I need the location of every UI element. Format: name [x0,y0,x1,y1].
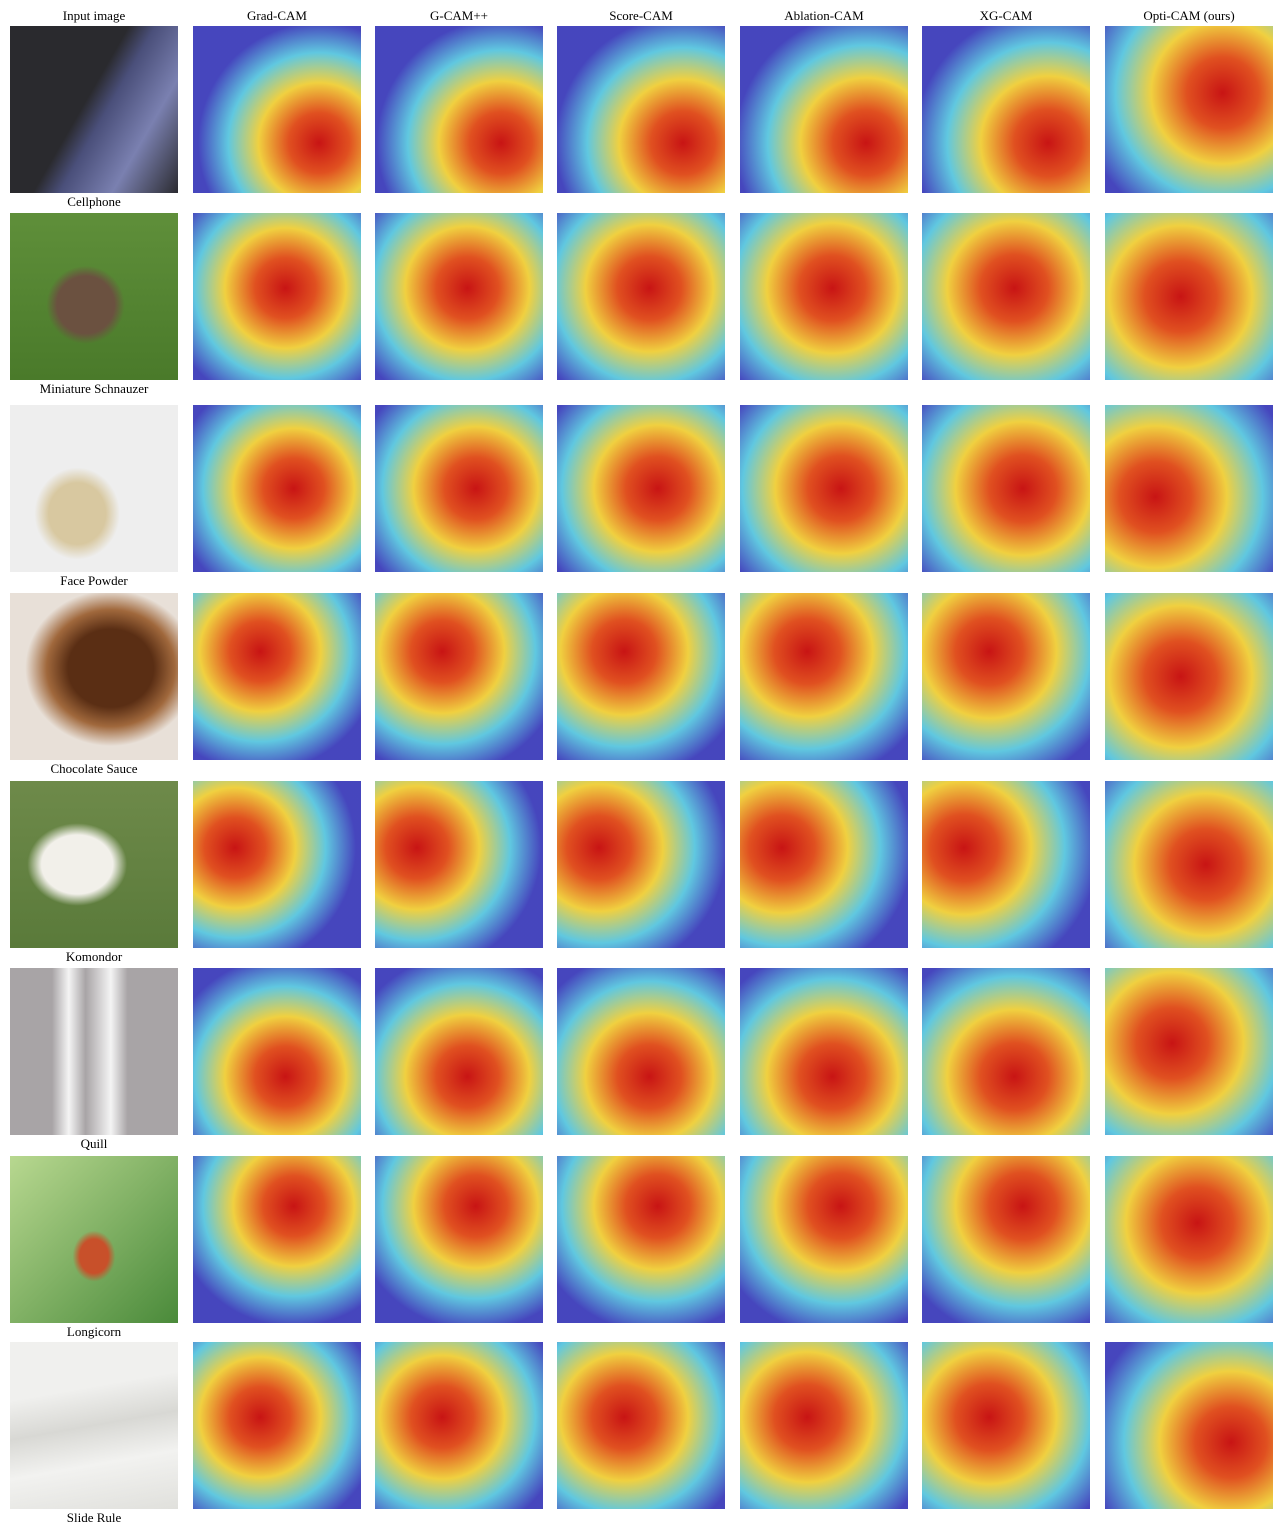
heatmap [922,593,1090,760]
heatmap [740,26,908,193]
heatmap [740,593,908,760]
heatmap [557,213,725,380]
heatmap [922,1342,1090,1509]
column-header: XG-CAM [979,8,1033,23]
heatmap [193,405,361,572]
row-label: Komondor [65,949,123,964]
heatmap [193,781,361,948]
heatmap [922,405,1090,572]
input-image [10,968,178,1135]
row-label: Quill [80,1136,108,1151]
row-label: Cellphone [67,194,121,209]
row-label: Chocolate Sauce [50,761,138,776]
input-image [10,781,178,948]
heatmap [740,781,908,948]
heatmap [375,1156,543,1323]
heatmap [922,1156,1090,1323]
column-header: Ablation-CAM [784,8,864,23]
heatmap [1105,968,1273,1135]
heatmap [1105,593,1273,760]
heatmap [1105,26,1273,193]
heatmap [193,1342,361,1509]
heatmap [922,26,1090,193]
heatmap [557,593,725,760]
row-label: Longicorn [66,1324,122,1339]
heatmap [740,213,908,380]
heatmap [375,968,543,1135]
heatmap [557,26,725,193]
input-image [10,593,178,760]
heatmap [557,1156,725,1323]
heatmap [740,1156,908,1323]
heatmap [375,405,543,572]
heatmap [557,1342,725,1509]
column-header: Score-CAM [609,8,673,23]
row-label: Slide Rule [66,1510,122,1525]
column-header: Grad-CAM [247,8,307,23]
heatmap [375,213,543,380]
column-header: Input image [62,8,126,23]
heatmap [740,968,908,1135]
heatmap [193,968,361,1135]
input-image [10,1156,178,1323]
heatmap [557,405,725,572]
heatmap [193,26,361,193]
heatmap [557,968,725,1135]
heatmap [375,593,543,760]
heatmap [557,781,725,948]
heatmap [375,1342,543,1509]
heatmap [375,781,543,948]
heatmap [1105,1342,1273,1509]
heatmap [1105,1156,1273,1323]
heatmap [740,1342,908,1509]
row-label: Miniature Schnauzer [39,381,149,396]
input-image [10,1342,178,1509]
row-label: Face Powder [60,573,128,588]
input-image [10,213,178,380]
column-header: Opti-CAM (ours) [1143,8,1235,23]
heatmap [1105,405,1273,572]
input-image [10,405,178,572]
heatmap [193,213,361,380]
heatmap [375,26,543,193]
heatmap [1105,213,1273,380]
input-image [10,26,178,193]
heatmap [1105,781,1273,948]
heatmap [922,968,1090,1135]
heatmap [740,405,908,572]
heatmap [922,213,1090,380]
heatmap [193,593,361,760]
heatmap [193,1156,361,1323]
column-header: G-CAM++ [430,8,488,23]
heatmap [922,781,1090,948]
